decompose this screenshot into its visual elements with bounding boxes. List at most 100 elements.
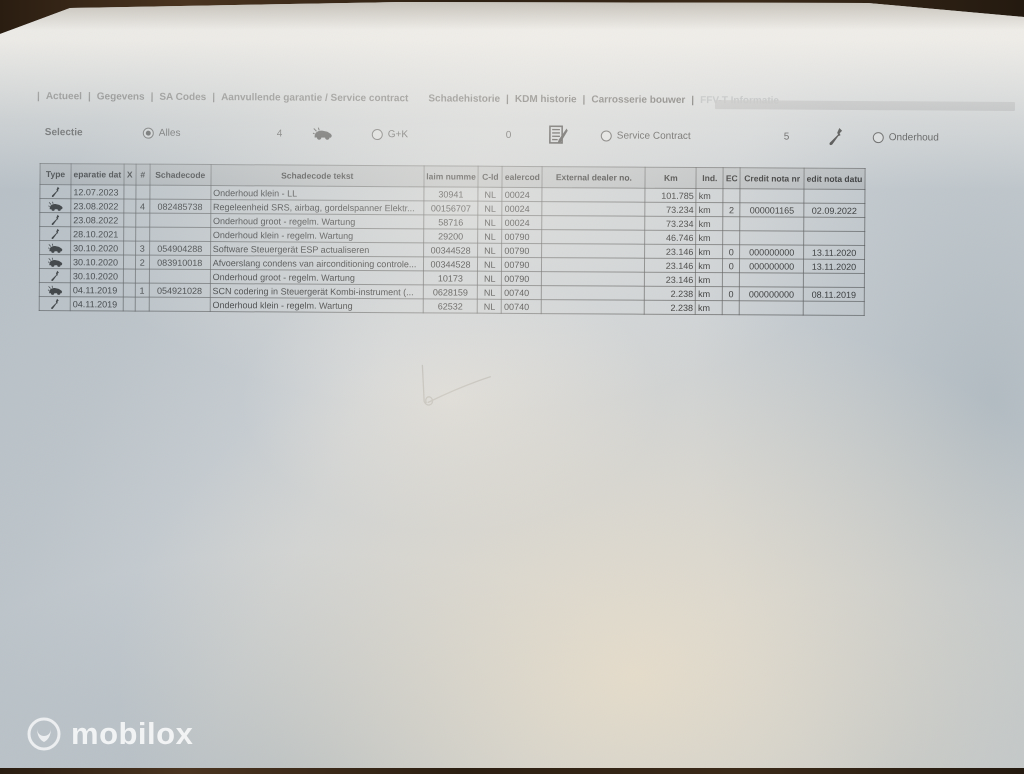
cell-datum: 04.11.2019 — [70, 282, 124, 298]
cell-credit_nr — [740, 188, 805, 204]
tab-gegevens[interactable]: Gegevens — [96, 91, 145, 103]
cell-tekst: SCN codering in Steuergerät Kombi-instru… — [210, 283, 424, 299]
cell-credit_datum — [803, 301, 865, 316]
cell-datum: 04.11.2019 — [70, 296, 124, 312]
cell-external — [541, 243, 645, 259]
column-header-ec: EC — [723, 167, 741, 189]
cell-credit_datum — [804, 189, 865, 204]
cell-cid: NL — [477, 299, 502, 314]
column-header-type: Type — [39, 163, 72, 185]
cell-km: 46.746 — [644, 230, 697, 245]
wrench-icon — [39, 212, 71, 227]
wrench-icon — [39, 226, 71, 241]
cell-nr — [135, 213, 150, 228]
cell-cid: NL — [477, 257, 502, 272]
cell-credit_nr: 000000000 — [739, 258, 804, 274]
radio-option-g-k[interactable]: G+K — [371, 125, 408, 143]
cell-claim: 00344528 — [423, 256, 478, 272]
cell-dealer: 00024 — [502, 201, 543, 216]
cell-datum: 12.07.2023 — [70, 184, 124, 200]
cell-ind: km — [696, 202, 724, 217]
tab-carrosserie-bouwer[interactable]: Carrosserie bouwer — [591, 94, 686, 106]
cell-dealer: 00024 — [502, 187, 543, 202]
cell-ec — [722, 272, 740, 287]
cell-dealer: 00790 — [501, 229, 543, 244]
cell-ind: km — [696, 188, 724, 203]
selection-count-service-contract: 0 — [505, 129, 512, 141]
cell-external — [541, 299, 645, 315]
column-header-nr: # — [135, 164, 150, 186]
cell-credit_nr: 000000000 — [739, 286, 804, 302]
cell-code — [149, 185, 211, 200]
column-header-tekst: Schadecode tekst — [210, 164, 424, 187]
cell-cid: NL — [477, 243, 502, 258]
cell-nr: 3 — [135, 241, 150, 256]
radio-button — [600, 129, 612, 141]
cell-claim: 30941 — [423, 186, 479, 202]
cell-external — [541, 285, 645, 301]
cell-nr — [135, 185, 150, 200]
cell-km: 2.238 — [644, 300, 696, 315]
cell-x — [123, 227, 136, 242]
cell-km: 101.785 — [645, 188, 697, 203]
cell-nr: 4 — [135, 199, 150, 214]
column-header-code: Schadecode — [149, 164, 211, 186]
selection-filter-row: Selectie Alles 4 G+K 0 Service Contract 5 On… — [0, 123, 1024, 149]
cell-ind: km — [695, 300, 723, 315]
cell-datum: 23.08.2022 — [70, 198, 124, 214]
column-header-claim: laim numme — [423, 165, 479, 188]
tab-separator: | — [87, 91, 91, 103]
cell-km: 73.234 — [645, 216, 697, 231]
cell-datum: 30.10.2020 — [70, 240, 124, 256]
cell-ec — [722, 300, 740, 315]
cell-x — [123, 185, 136, 200]
cell-km: 23.146 — [644, 258, 696, 273]
column-header-external: External dealer no. — [542, 166, 646, 189]
tab-actueel[interactable]: Actueel — [45, 91, 82, 103]
column-header-dealer: ealercod — [502, 166, 543, 188]
cell-claim: 62532 — [422, 298, 478, 314]
cell-dealer: 00740 — [501, 285, 542, 300]
radio-option-service-contract[interactable]: Service Contract — [600, 126, 691, 145]
tab-kdm-historie[interactable]: KDM historie — [514, 93, 577, 106]
cell-nr: 1 — [135, 283, 150, 298]
cell-dealer: 00790 — [501, 257, 542, 272]
cell-code — [149, 227, 211, 242]
radio-label: Onderhoud — [888, 131, 939, 143]
radio-option-onderhoud[interactable]: Onderhoud — [872, 128, 939, 146]
selection-label: Selectie — [44, 126, 83, 138]
cell-credit_nr — [739, 272, 804, 288]
crash-car-icon — [39, 282, 71, 297]
mobilox-watermark: mobilox — [26, 716, 193, 752]
redacted-bar — [714, 100, 1016, 111]
crash-car-icon — [39, 254, 71, 269]
crash-car-icon — [39, 240, 71, 255]
radio-option-alles[interactable]: Alles — [142, 124, 181, 142]
tab-sa-codes[interactable]: SA Codes — [159, 91, 207, 104]
cell-nr — [135, 227, 150, 242]
cell-credit_nr — [739, 300, 804, 316]
cell-dealer: 00790 — [501, 243, 542, 258]
cell-tekst: Afvoerslang condens van airconditioning … — [210, 255, 424, 271]
wrench-icon — [829, 128, 844, 146]
cell-km: 73.234 — [645, 202, 697, 217]
crash-car-icon — [312, 125, 333, 143]
cell-code — [148, 297, 211, 312]
column-header-datum: eparatie dat — [70, 163, 124, 186]
cell-dealer: 00790 — [501, 271, 542, 286]
cell-x — [123, 283, 136, 298]
cell-dealer: 00740 — [501, 299, 542, 314]
cell-nr — [134, 297, 150, 312]
cell-external — [542, 215, 646, 231]
cell-tekst: Onderhoud klein - LL — [210, 185, 424, 201]
claim-document-icon — [549, 125, 569, 144]
tab-schadehistorie[interactable]: Schadehistorie — [428, 93, 501, 105]
tab-aanvullende-garantie-service-contract[interactable]: Aanvullende garantie / Service contract — [221, 92, 409, 105]
cell-km: 2.238 — [644, 286, 696, 301]
cell-claim: 0628159 — [423, 284, 478, 300]
cell-credit_nr — [739, 216, 804, 232]
cell-ec — [723, 216, 740, 231]
cell-tekst: Onderhoud klein - regelm. Wartung — [209, 297, 424, 313]
column-header-km: Km — [645, 167, 697, 189]
